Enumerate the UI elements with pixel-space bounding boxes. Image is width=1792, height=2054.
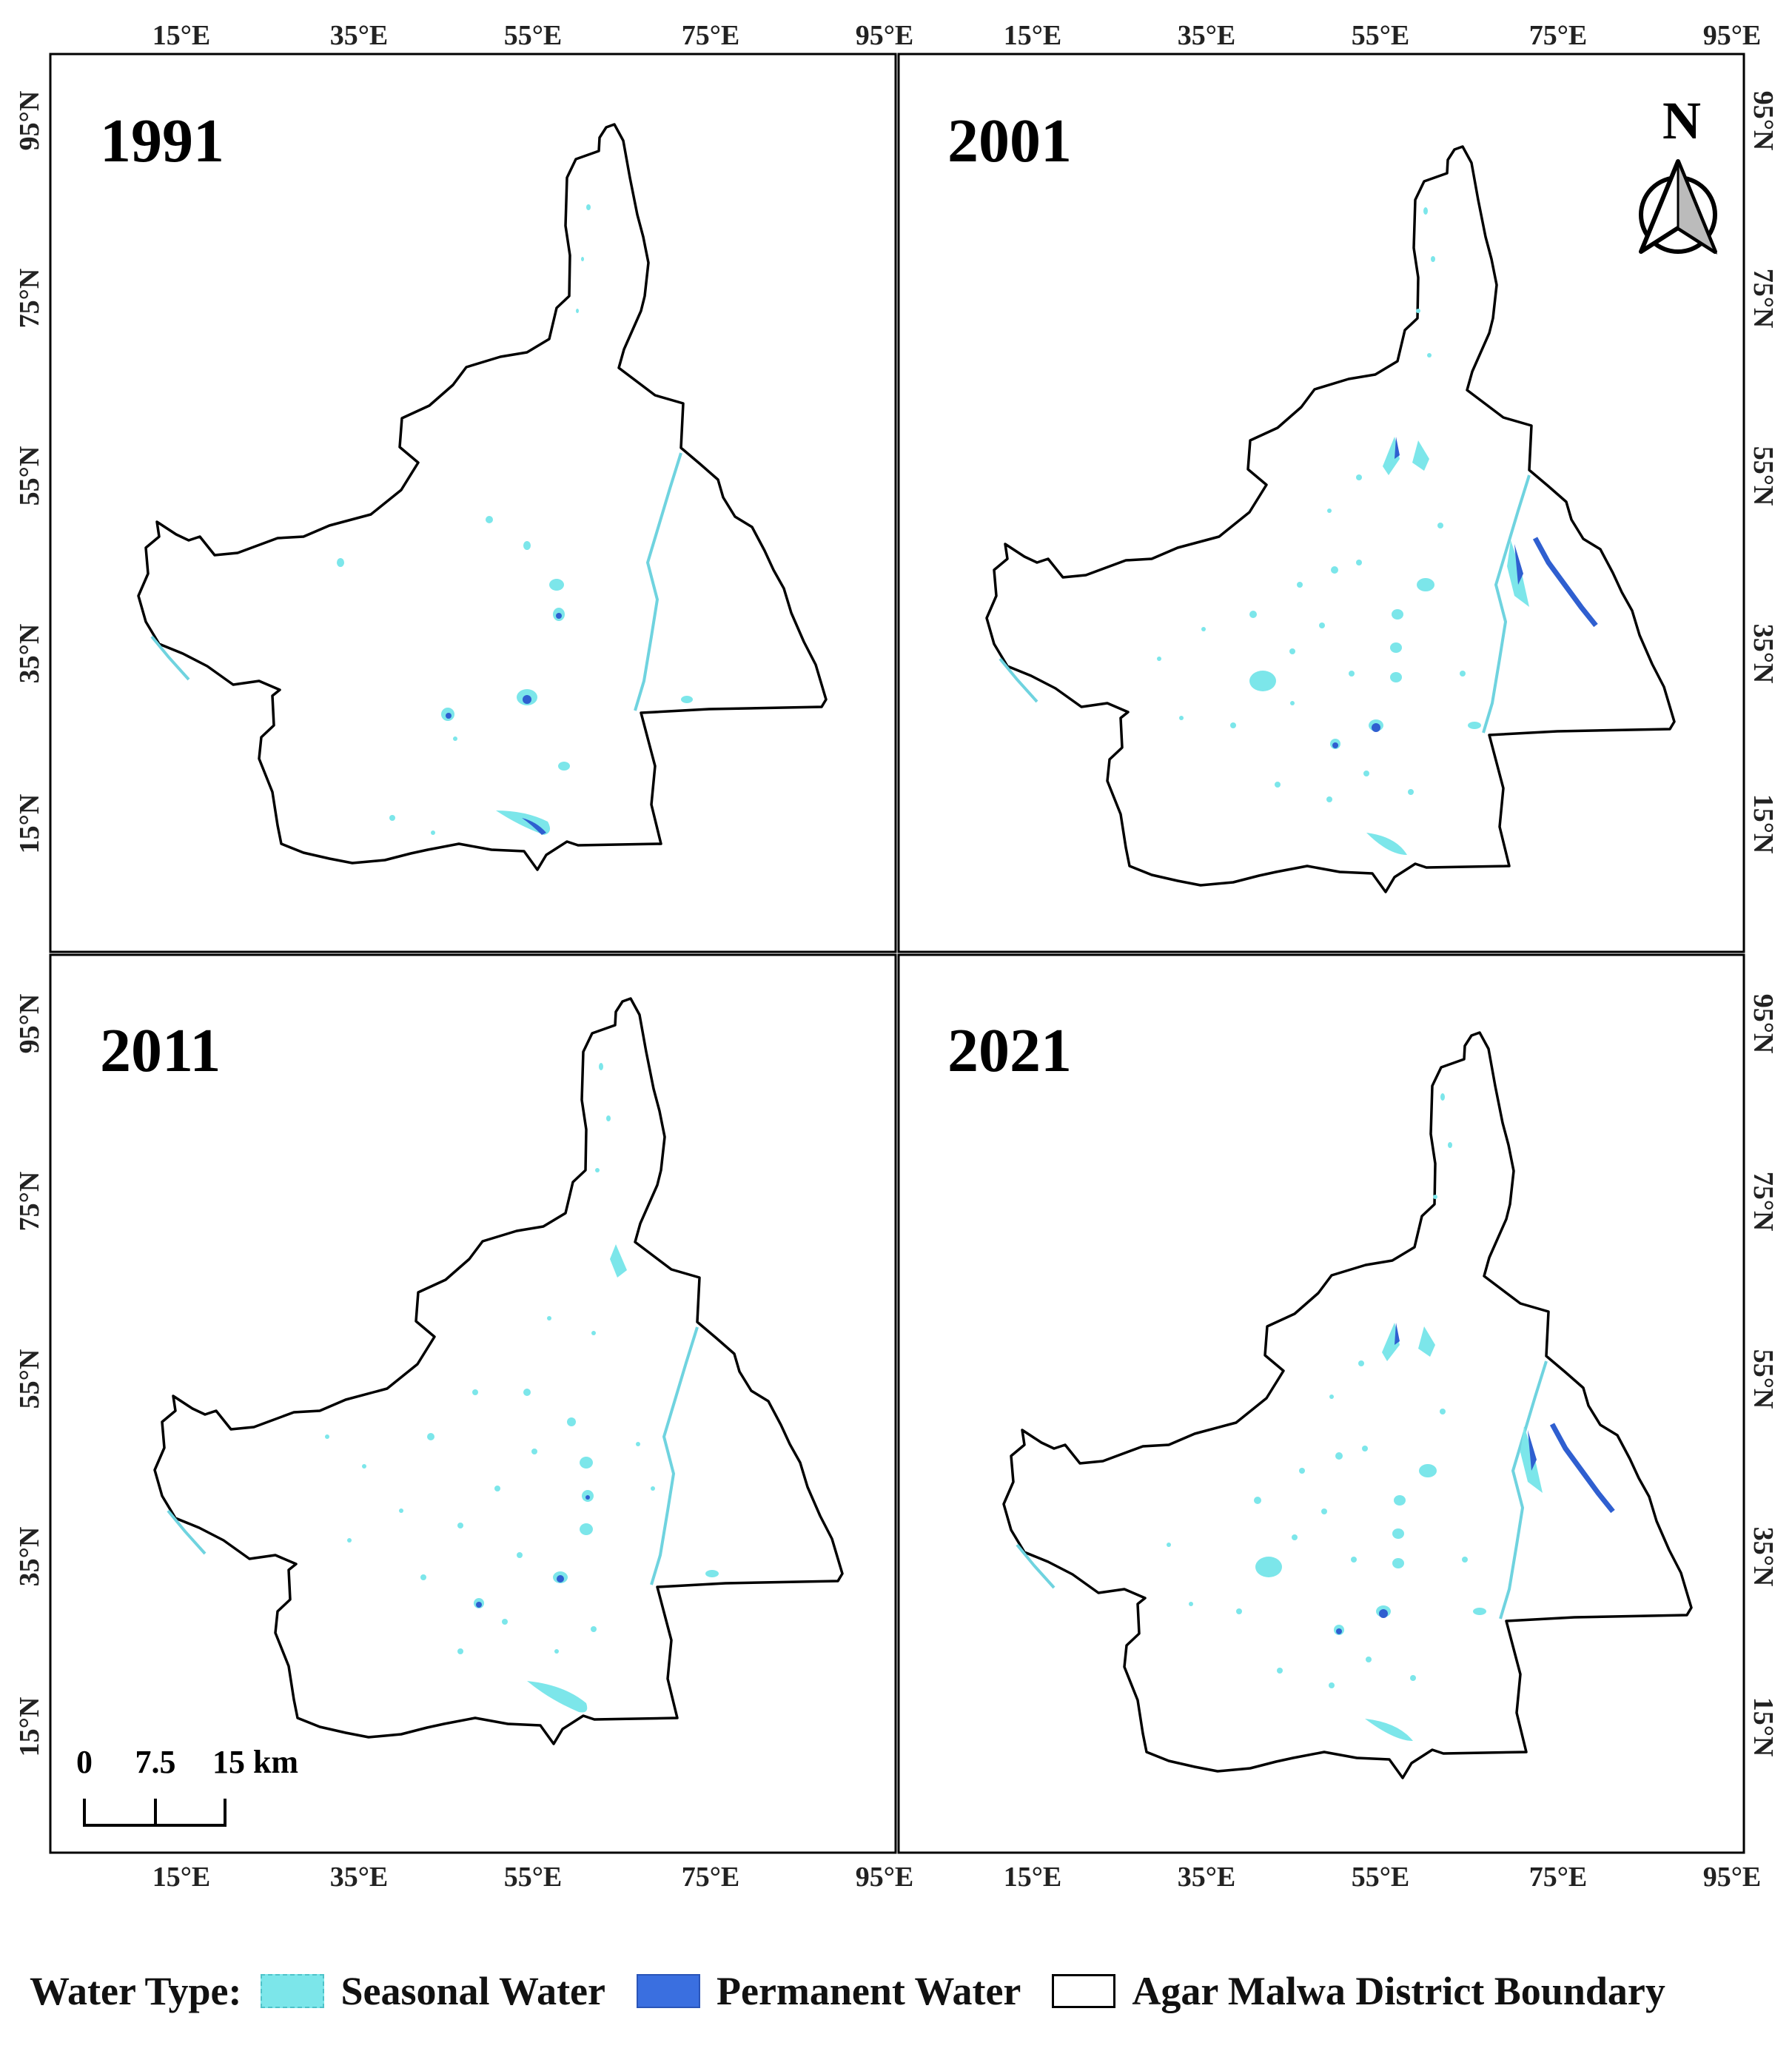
north-arrow-icon: N <box>1639 91 1718 255</box>
lat-tick-right: 55°N <box>1748 1349 1779 1409</box>
lon-tick-top: 15°E <box>152 20 211 51</box>
lat-tick-right: 15°N <box>1748 794 1779 854</box>
lat-tick-right: 35°N <box>1748 1527 1779 1587</box>
legend-label: Permanent Water <box>717 1969 1021 2013</box>
lon-tick-bottom: 95°E <box>856 1862 914 1893</box>
lon-tick-top: 35°E <box>1178 20 1236 51</box>
district-boundary <box>1002 1031 1693 1779</box>
legend-label: Seasonal Water <box>340 1969 605 2013</box>
lon-tick-top: 95°E <box>856 20 914 51</box>
lon-tick-top: 35°E <box>330 20 389 51</box>
lat-tick-right: 35°N <box>1748 624 1779 684</box>
lon-tick-top: 55°E <box>1352 20 1410 51</box>
panel-frame-2021 <box>897 953 1745 1854</box>
panel-year-label: 2001 <box>947 107 1072 175</box>
legend-swatch-boundary <box>1052 1974 1116 2008</box>
map-panel-2001 <box>985 145 1676 893</box>
lon-tick-bottom: 55°E <box>504 1862 563 1893</box>
scale-label: 15 km <box>212 1744 298 1780</box>
panel-year-label: 2021 <box>947 1016 1072 1085</box>
map-panel-2021 <box>1002 1031 1693 1779</box>
lon-tick-top: 75°E <box>682 20 740 51</box>
lat-tick-left: 35°N <box>14 1527 45 1587</box>
lon-tick-top: 75°E <box>1529 20 1588 51</box>
legend: Water Type: Seasonal Water Permanent Wat… <box>30 1954 1776 2028</box>
panel-frame-2001 <box>897 53 1745 953</box>
legend-item-permanent: Permanent Water <box>637 1968 1021 2014</box>
scale-label: 0 <box>76 1744 93 1780</box>
lat-tick-left: 95°N <box>14 91 45 151</box>
panel-year-label: 2011 <box>100 1016 221 1085</box>
lat-tick-left: 35°N <box>14 624 45 684</box>
lat-tick-right: 75°N <box>1748 269 1779 329</box>
lon-tick-bottom: 75°E <box>682 1862 740 1893</box>
seasonal-water-patches <box>325 1063 719 1713</box>
lon-tick-bottom: 95°E <box>1703 1862 1762 1893</box>
lat-tick-left: 55°N <box>14 446 45 506</box>
panel-frame-2011 <box>49 953 897 1854</box>
permanent-water-patches <box>446 613 562 835</box>
lon-tick-bottom: 15°E <box>152 1862 211 1893</box>
legend-title: Water Type: <box>30 1969 242 2013</box>
lon-tick-bottom: 15°E <box>1004 1862 1062 1893</box>
lon-tick-bottom: 35°E <box>330 1862 389 1893</box>
scale-label: 7.5 <box>135 1744 176 1780</box>
lat-tick-right: 15°N <box>1748 1697 1779 1757</box>
lat-tick-left: 75°N <box>14 1172 45 1232</box>
lat-tick-right: 55°N <box>1748 446 1779 506</box>
lat-tick-left: 15°N <box>14 1697 45 1757</box>
lat-tick-right: 95°N <box>1748 994 1779 1054</box>
lat-tick-left: 15°N <box>14 794 45 854</box>
lat-tick-right: 75°N <box>1748 1172 1779 1232</box>
panel-frame-1991 <box>49 53 897 953</box>
lat-tick-right: 95°N <box>1748 91 1779 151</box>
legend-label: Agar Malwa District Boundary <box>1132 1969 1665 2013</box>
legend-swatch-seasonal <box>261 1974 325 2008</box>
district-boundary <box>137 123 828 871</box>
permanent-water-patches <box>1336 1323 1537 1634</box>
permanent-water-patches <box>476 1495 590 1608</box>
north-label: N <box>1662 91 1701 150</box>
lat-tick-left: 55°N <box>14 1349 45 1409</box>
lon-tick-top: 95°E <box>1703 20 1762 51</box>
lon-tick-top: 15°E <box>1004 20 1062 51</box>
permanent-water-patches <box>1332 437 1523 748</box>
boundary-permanent-edge <box>1549 1423 1615 1514</box>
scale-bar: 0 7.5 15 km <box>76 1744 298 1827</box>
map-panel-1991 <box>137 123 828 871</box>
lon-tick-top: 55°E <box>504 20 563 51</box>
legend-swatch-permanent <box>637 1974 700 2008</box>
district-boundary <box>153 997 844 1745</box>
legend-item-boundary: Agar Malwa District Boundary <box>1052 1968 1665 2014</box>
district-boundary <box>985 145 1676 893</box>
boundary-permanent-edge <box>1532 537 1598 628</box>
lat-tick-left: 95°N <box>14 994 45 1054</box>
lat-tick-left: 75°N <box>14 269 45 329</box>
legend-item-seasonal: Seasonal Water <box>261 1968 605 2014</box>
panel-year-label: 1991 <box>100 107 224 175</box>
lon-tick-bottom: 35°E <box>1178 1862 1236 1893</box>
lon-tick-bottom: 75°E <box>1529 1862 1588 1893</box>
lon-tick-bottom: 55°E <box>1352 1862 1410 1893</box>
map-panel-2011 <box>153 997 844 1745</box>
